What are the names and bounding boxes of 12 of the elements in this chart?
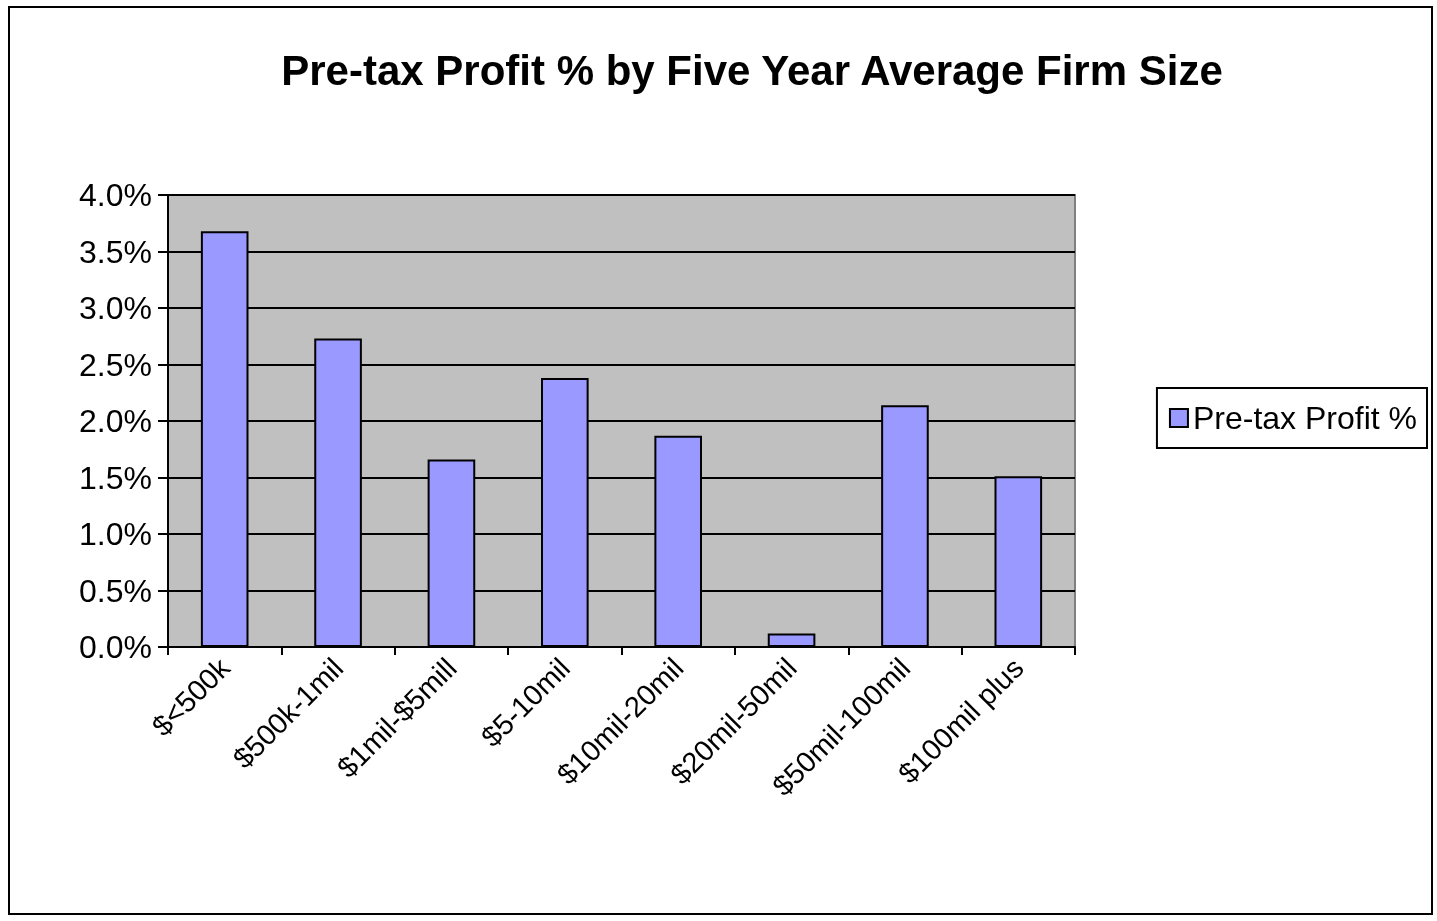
y-tick-label: 3.5%	[79, 233, 152, 270]
bar	[767, 633, 816, 647]
y-tick-label: 4.0%	[79, 177, 152, 213]
chart-title: Pre-tax Profit % by Five Year Average Firm Size	[281, 46, 1223, 94]
legend-label: Pre-tax Profit %	[1192, 400, 1417, 436]
y-tick-label: 3.0%	[79, 290, 152, 326]
y-tick-label: 1.0%	[79, 516, 152, 552]
y-tick-label: 2.5%	[79, 346, 152, 383]
y-tick-label: 0.0%	[79, 629, 152, 665]
y-tick-label: 1.5%	[79, 459, 152, 496]
y-tick-label: 0.5%	[79, 572, 152, 609]
y-tick-label: 2.0%	[79, 403, 152, 439]
